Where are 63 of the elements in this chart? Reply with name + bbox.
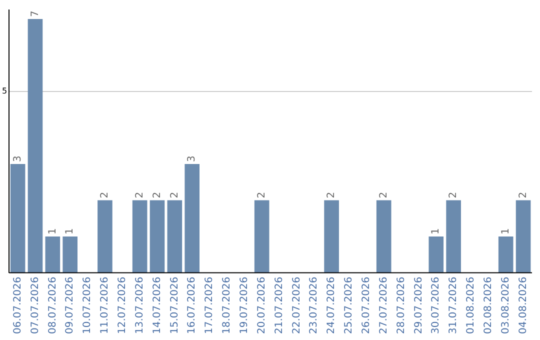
x-tick-label: 24.07.2026 (326, 276, 338, 334)
x-tick-label: 19.07.2026 (238, 276, 250, 334)
bar (45, 236, 60, 273)
x-tick-label: 31.07.2026 (448, 276, 460, 334)
data-label: 1 (64, 228, 76, 235)
data-label: 7 (30, 10, 41, 18)
x-tick-label: 11.07.2026 (100, 276, 111, 334)
x-tick-label: 02.08.2026 (483, 276, 494, 334)
x-tick-label: 29.07.2026 (413, 276, 424, 334)
x-tick-label: 25.07.2026 (344, 276, 355, 334)
x-tick-label: 18.07.2026 (222, 276, 233, 334)
data-label: 1 (430, 228, 442, 235)
x-tick-label: 21.07.2026 (274, 276, 285, 334)
bar (28, 19, 43, 273)
data-label: 2 (326, 192, 338, 198)
data-label: 1 (500, 228, 512, 235)
bar (62, 236, 78, 273)
x-tick-label: 15.07.2026 (169, 276, 180, 334)
x-tick-label: 14.07.2026 (152, 276, 163, 334)
bar (324, 200, 339, 273)
data-label: 2 (378, 192, 390, 198)
x-tick-label: 10.07.2026 (82, 276, 94, 334)
bar (498, 236, 514, 273)
y-tick-label: 5 (2, 86, 8, 96)
data-label: 2 (100, 192, 111, 198)
x-tick-label: 09.07.2026 (64, 276, 76, 334)
x-tick-label: 04.08.2026 (518, 276, 529, 334)
x-tick-label: 07.07.2026 (30, 276, 41, 334)
data-label: 3 (186, 156, 198, 162)
data-label: 2 (169, 192, 180, 198)
x-tick-label: 03.08.2026 (500, 276, 512, 334)
bar (184, 164, 200, 273)
bar (98, 200, 112, 273)
bar (167, 200, 182, 273)
x-tick-label: 23.07.2026 (308, 276, 320, 334)
data-label: 2 (256, 192, 268, 198)
x-tick-label: 12.07.2026 (116, 276, 128, 334)
x-tick-label: 08.07.2026 (47, 276, 58, 334)
data-label: 3 (12, 156, 24, 162)
bar (254, 200, 270, 273)
bar (446, 200, 461, 273)
bar (10, 164, 26, 273)
bar (428, 236, 444, 273)
x-tick-label: 20.07.2026 (256, 276, 268, 334)
data-label: 2 (448, 192, 460, 198)
x-tick-label: 17.07.2026 (204, 276, 216, 334)
data-label: 2 (152, 192, 163, 198)
bar (150, 200, 165, 273)
data-label: 2 (518, 192, 529, 198)
x-tick-label: 30.07.2026 (430, 276, 442, 334)
x-tick-label: 13.07.2026 (134, 276, 146, 334)
x-tick-label: 16.07.2026 (186, 276, 198, 334)
x-tick-label: 26.07.2026 (361, 276, 372, 334)
data-label: 2 (134, 192, 146, 198)
x-tick-label: 28.07.2026 (396, 276, 407, 334)
bar (376, 200, 392, 273)
x-tick-label: 27.07.2026 (378, 276, 390, 334)
data-label: 1 (47, 228, 58, 235)
bar (516, 200, 531, 273)
x-tick-label: 01.08.2026 (466, 276, 477, 334)
bar (132, 200, 148, 273)
x-tick-label: 22.07.2026 (291, 276, 302, 334)
x-tick-label: 06.07.2026 (12, 276, 24, 334)
